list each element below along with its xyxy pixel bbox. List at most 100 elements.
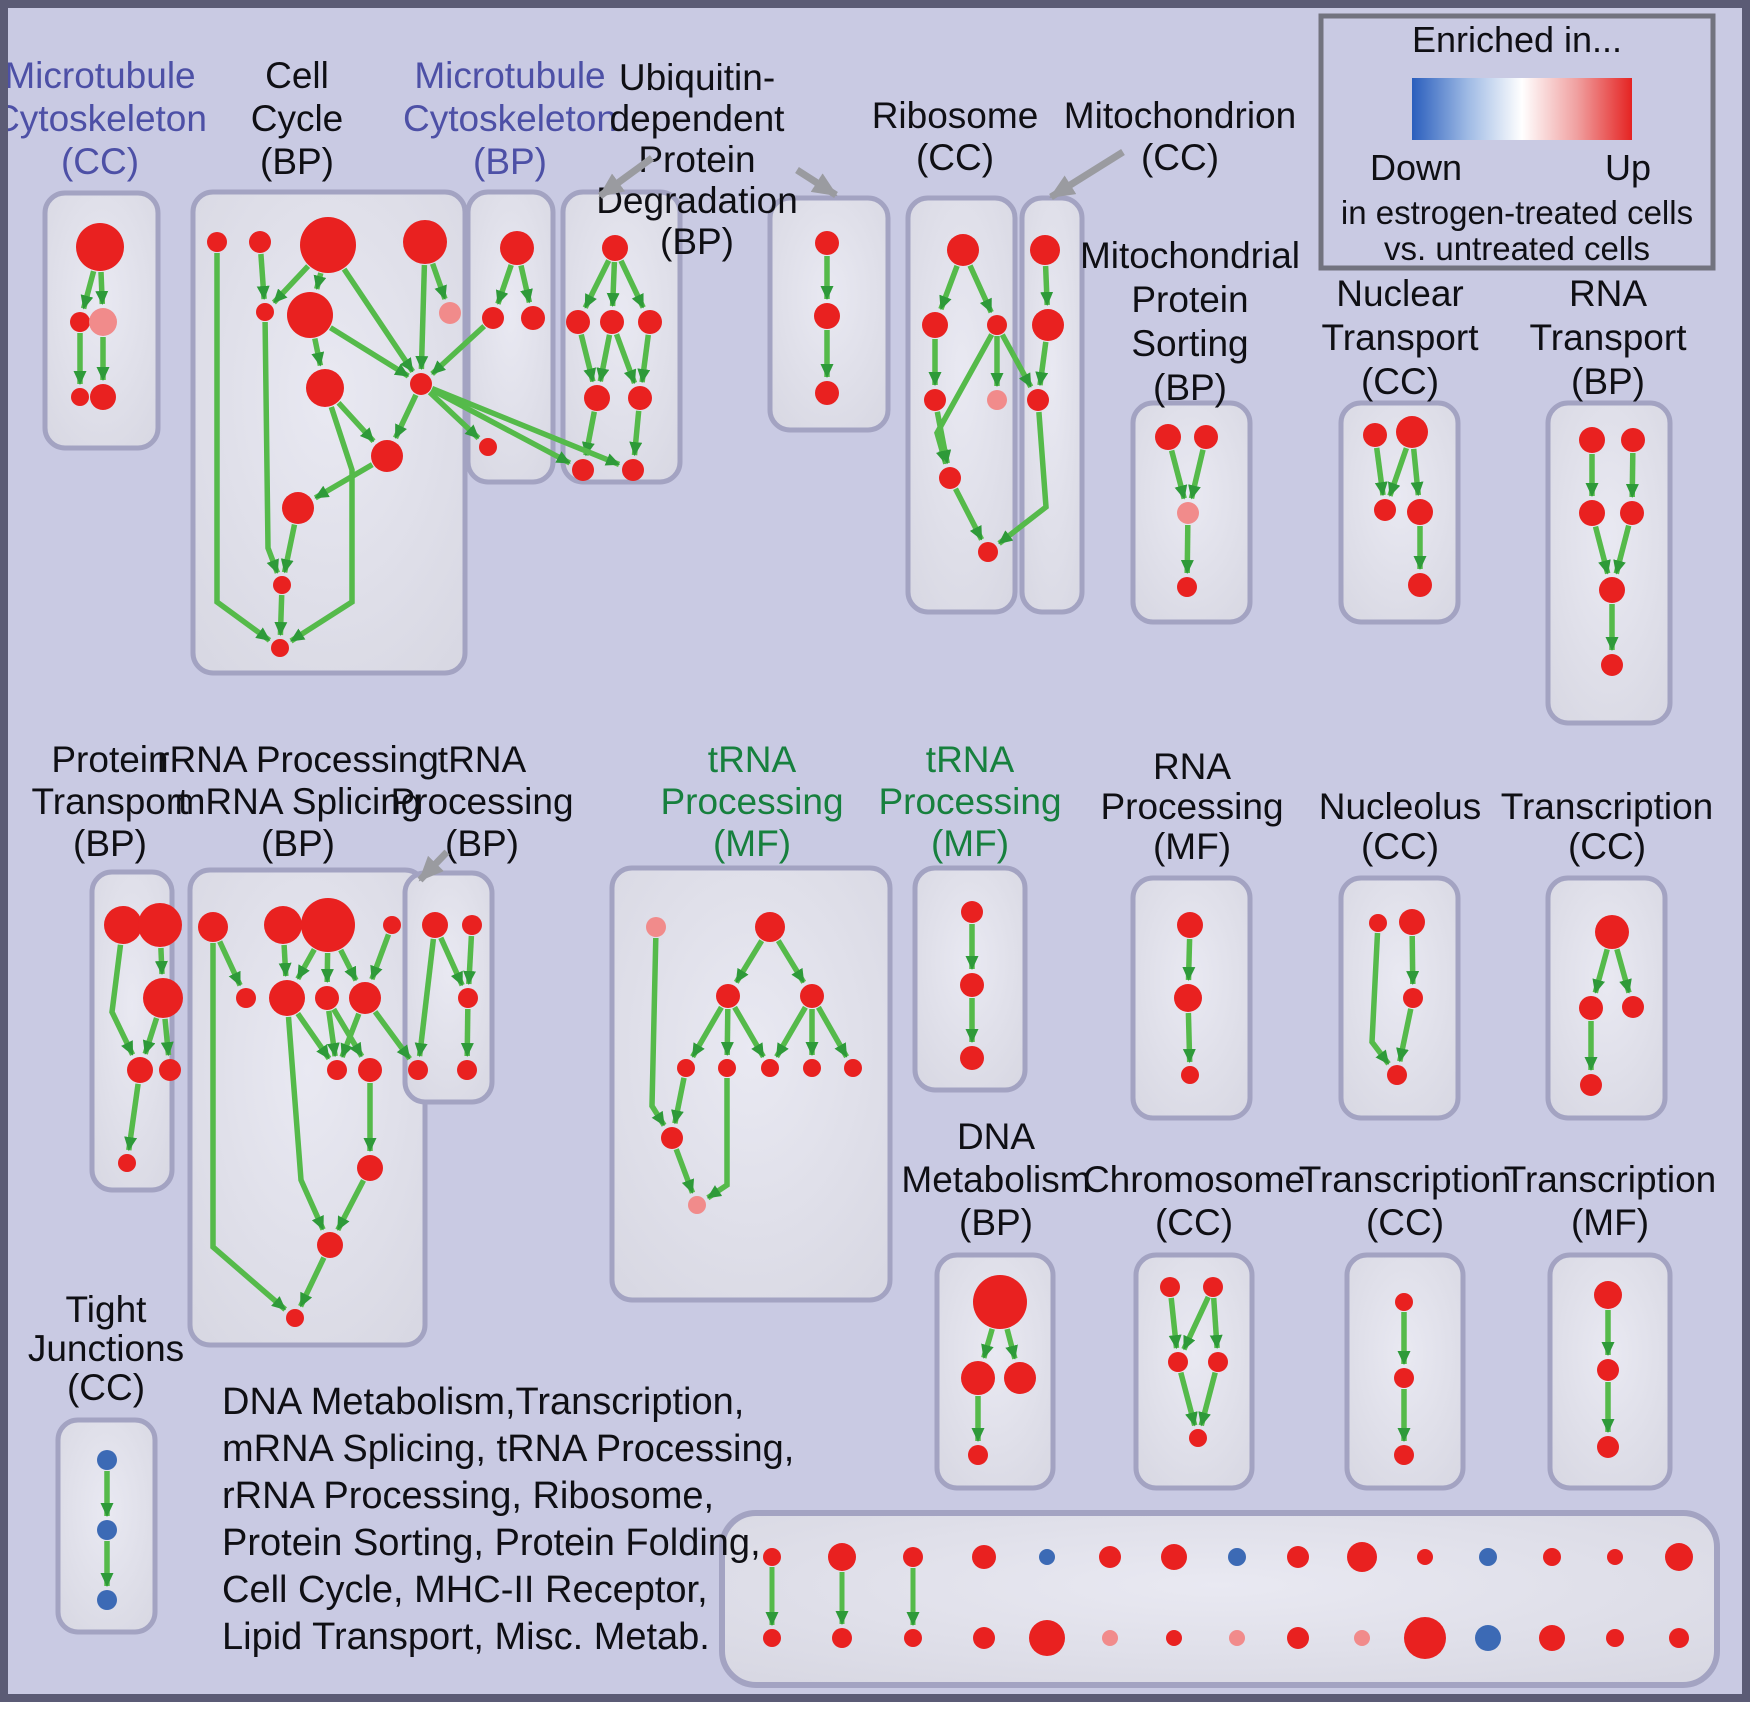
go-term-node-nuclear-transport-cc-c bbox=[1374, 499, 1396, 521]
cluster-label-transcription-cc-upper: Transcription (CC) bbox=[1501, 786, 1713, 867]
go-term-node-chromosome-cc-d bbox=[1208, 1352, 1228, 1372]
misc-node-top-5 bbox=[1039, 1549, 1055, 1565]
go-term-node-trna-processing-mf-1-r3 bbox=[761, 1059, 779, 1077]
legend-box bbox=[1318, 13, 1716, 271]
misc-node-bottom-1 bbox=[763, 1629, 781, 1647]
misc-node-top-13 bbox=[1543, 1548, 1561, 1566]
go-term-node-rrna-mrna-bp-m6 bbox=[315, 986, 339, 1010]
cluster-box-chromosome-cc bbox=[1133, 1252, 1255, 1491]
misc-node-bottom-3 bbox=[904, 1629, 922, 1647]
go-term-node-ribosome-cc-d bbox=[924, 389, 946, 411]
go-edge bbox=[495, 264, 514, 305]
go-edge bbox=[262, 321, 280, 574]
go-edge bbox=[1182, 938, 1196, 981]
go-term-node-transcription-mf-c bbox=[1597, 1436, 1619, 1458]
go-edge bbox=[981, 1328, 995, 1359]
go-term-node-transcription-cc-lower-b bbox=[1394, 1368, 1414, 1388]
misc-node-top-12 bbox=[1479, 1548, 1497, 1566]
go-term-node-chromosome-cc-c bbox=[1168, 1352, 1188, 1372]
go-edge bbox=[1168, 1297, 1182, 1350]
cluster-label-cell-cycle: Cell Cycle (BP) bbox=[251, 55, 344, 182]
category-note-line-2: mRNA Splicing, tRNA Processing, bbox=[222, 1428, 794, 1470]
cluster-label-ubiq-label: Ubiquitin-dependent Protein Degradation (BP… bbox=[596, 57, 798, 262]
go-term-node-trna-processing-mf-1-t bbox=[688, 1196, 706, 1214]
go-edge bbox=[706, 1078, 730, 1201]
go-term-node-rna-transport-bp-a bbox=[1579, 427, 1605, 453]
misc-node-top-8 bbox=[1228, 1548, 1246, 1566]
go-edge bbox=[1178, 1371, 1198, 1427]
go-edge bbox=[1592, 948, 1610, 994]
go-edge bbox=[1406, 935, 1420, 985]
go-term-node-mitochondrion-cc-a bbox=[1030, 235, 1060, 265]
go-term-node-dna-metabolism-bp-c bbox=[1004, 1362, 1036, 1394]
go-edge bbox=[278, 944, 292, 977]
go-edge bbox=[1209, 1297, 1223, 1349]
ubiquitin-right-arrow bbox=[795, 167, 838, 198]
go-term-node-ubiq-bp-2-c bbox=[815, 381, 839, 405]
go-edge bbox=[414, 938, 437, 1058]
ubiquitin-left-arrow bbox=[597, 155, 655, 199]
cluster-label-trna-processing-mf-1: tRNA Processing (MF) bbox=[660, 739, 843, 864]
go-edge bbox=[430, 324, 487, 376]
cluster-label-trna-processing-mf-2: tRNA Processing (MF) bbox=[878, 739, 1061, 864]
go-edge bbox=[295, 1012, 332, 1061]
misc-node-bottom-14 bbox=[1606, 1629, 1624, 1647]
cluster-label-ribosome-cc: Ribosome (CC) bbox=[872, 95, 1039, 178]
misc-node-top-10 bbox=[1347, 1542, 1377, 1572]
go-term-node-transcription-mf-a bbox=[1594, 1281, 1622, 1309]
go-edge bbox=[938, 264, 960, 311]
go-edge bbox=[1373, 447, 1388, 497]
go-term-node-rrna-mrna-bp-m7 bbox=[349, 982, 381, 1014]
go-edge bbox=[298, 1256, 327, 1308]
go-term-node-dna-metabolism-bp-b bbox=[961, 1361, 995, 1395]
go-edge bbox=[967, 264, 994, 314]
go-term-node-trna-processing-mf-1-q2 bbox=[800, 984, 824, 1008]
go-term-node-transcription-cc-lower-c bbox=[1394, 1445, 1414, 1465]
go-term-node-mito-protein-sorting-b bbox=[1194, 425, 1218, 449]
cluster-label-rna-processing-mf: RNA Processing (MF) bbox=[1100, 746, 1283, 867]
go-term-node-cell-cycle-n9 bbox=[371, 440, 403, 472]
go-edge bbox=[393, 393, 419, 440]
go-edge bbox=[596, 334, 613, 383]
misc-node-bottom-6 bbox=[1102, 1630, 1118, 1646]
cluster-label-nucleolus-cc: Nucleolus (CC) bbox=[1319, 786, 1481, 867]
go-term-node-trna-processing-bp-e bbox=[457, 1060, 477, 1080]
go-edge bbox=[1410, 448, 1424, 497]
go-edge bbox=[430, 262, 448, 300]
go-term-node-trna-processing-mf-1-r5 bbox=[844, 1059, 862, 1077]
go-edge bbox=[214, 253, 272, 643]
go-term-node-rrna-mrna-bp-md bbox=[317, 1232, 343, 1258]
go-term-node-mito-protein-sorting-d bbox=[1177, 577, 1197, 597]
go-term-node-cell-cycle-n7 bbox=[306, 369, 344, 407]
go-term-node-cell-cycle-n6 bbox=[439, 302, 461, 324]
go-edge bbox=[460, 1008, 474, 1057]
go-edge bbox=[671, 1077, 687, 1125]
cluster-label-mito-protein-sorting: Mitochondrial Protein Sorting (BP) bbox=[1080, 235, 1300, 408]
go-term-node-tight-junctions-cc-a bbox=[97, 1450, 117, 1470]
category-note-line-4: Protein Sorting, Protein Folding, bbox=[222, 1522, 761, 1564]
go-edge bbox=[578, 333, 597, 383]
go-term-node-microtubule-bp-b bbox=[482, 307, 504, 329]
go-term-node-tight-junctions-cc-c bbox=[97, 1590, 117, 1610]
go-edge bbox=[1004, 1328, 1018, 1360]
go-edge bbox=[109, 944, 136, 1056]
go-term-node-cell-cycle-n8 bbox=[410, 373, 432, 395]
go-term-node-ubiq-bp-1-a bbox=[602, 235, 628, 261]
go-term-node-trna-processing-mf-1-r4 bbox=[803, 1059, 821, 1077]
go-term-node-trna-processing-bp-b bbox=[462, 915, 482, 935]
go-term-node-rrna-mrna-bp-m8 bbox=[327, 1060, 347, 1080]
go-edge bbox=[289, 406, 355, 644]
go-edge bbox=[1198, 1371, 1218, 1427]
go-term-node-rrna-mrna-bp-m3 bbox=[383, 916, 401, 934]
cluster-box-protein-transport-bp bbox=[89, 869, 175, 1193]
go-edge bbox=[581, 411, 598, 457]
go-term-node-mito-protein-sorting-a bbox=[1155, 424, 1181, 450]
go-edge bbox=[431, 385, 621, 467]
misc-node-top-7 bbox=[1161, 1544, 1187, 1570]
go-edge bbox=[415, 264, 429, 370]
go-edge bbox=[1369, 932, 1391, 1066]
go-term-node-ribosome-cc-c bbox=[987, 315, 1007, 335]
go-term-node-dna-metabolism-bp-a bbox=[973, 1275, 1027, 1329]
go-edge bbox=[1182, 1012, 1196, 1063]
